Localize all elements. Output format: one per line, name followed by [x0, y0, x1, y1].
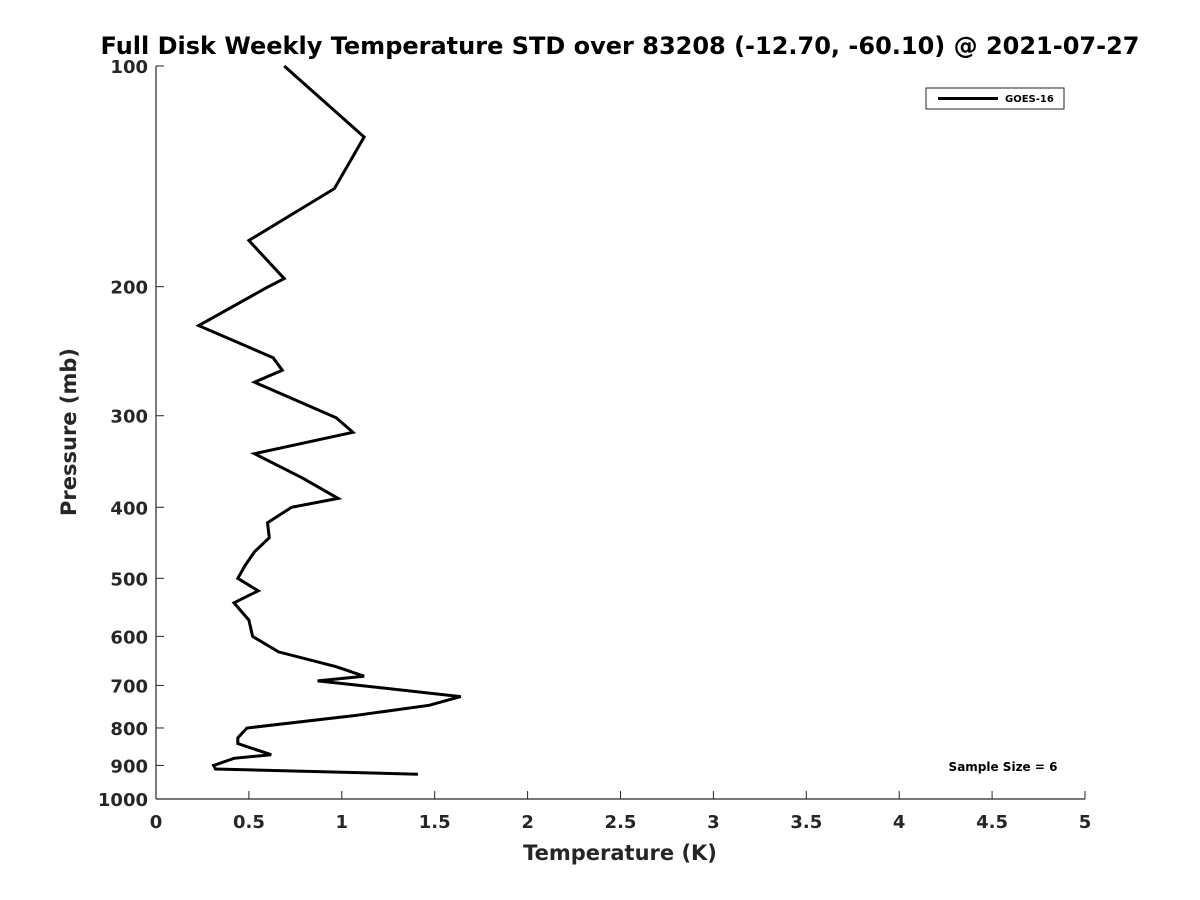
- series-layer: [195, 64, 462, 776]
- y-tick-label: 300: [110, 407, 148, 428]
- x-tick-label: 1.5: [419, 812, 451, 833]
- legend-label-goes-16: GOES-16: [1005, 94, 1054, 105]
- x-tick-label: 1: [336, 812, 349, 833]
- x-tick-label: 3.5: [790, 812, 822, 833]
- x-tick-label: 4.5: [976, 812, 1008, 833]
- x-tick-label: 3: [707, 812, 720, 833]
- x-tick-label: 2: [521, 812, 534, 833]
- y-tick-label: 600: [110, 627, 148, 648]
- legend: GOES-16: [925, 87, 1065, 110]
- series-line-goes-16: [195, 64, 462, 776]
- plot-axes: [155, 66, 1085, 800]
- y-tick-label: 500: [110, 569, 148, 590]
- y-tick-label: 900: [110, 756, 148, 777]
- y-tick-label: 800: [110, 719, 148, 740]
- x-tick-label: 0: [150, 812, 163, 833]
- x-tick-label: 0.5: [233, 812, 265, 833]
- y-tick-label: 700: [110, 676, 148, 697]
- y-axis-ticks: 100 200 300 400 500 600 700 800 900 1000: [98, 57, 164, 811]
- sample-size-annotation: Sample Size = 6: [949, 760, 1058, 774]
- y-axis-label: Pressure (mb): [57, 348, 81, 516]
- chart-title: Full Disk Weekly Temperature STD over 83…: [101, 32, 1140, 60]
- y-tick-label: 100: [110, 57, 148, 78]
- x-axis-label: Temperature (K): [523, 841, 717, 865]
- x-tick-label: 4: [893, 812, 906, 833]
- x-tick-label: 5: [1079, 812, 1092, 833]
- x-tick-label: 2.5: [605, 812, 637, 833]
- y-tick-label: 200: [110, 278, 148, 299]
- x-axis-ticks: 0 0.5 1 1.5 2 2.5 3 3.5 4 4.5 5: [150, 791, 1092, 833]
- y-tick-label: 1000: [98, 790, 148, 811]
- y-tick-label: 400: [110, 498, 148, 519]
